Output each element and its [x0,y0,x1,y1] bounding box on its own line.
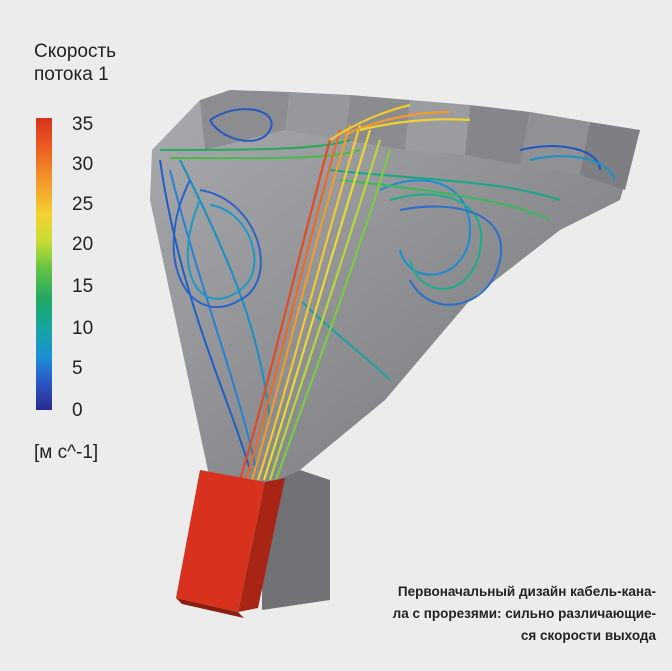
legend-title: Скорость потока 1 [34,40,116,86]
legend-title-line2: потока 1 [34,64,109,85]
legend-tick: 30 [72,154,94,175]
caption-line: ла с прорезями: сильно различающие- [392,606,656,621]
legend-title-line1: Скорость [34,41,117,62]
figure-caption: Первоначальный дизайн кабель-кана- ла с … [296,581,656,647]
legend-tick: 10 [72,318,94,339]
legend-tick: 15 [72,276,94,297]
caption-line: Первоначальный дизайн кабель-кана- [397,584,656,599]
legend-tick: 35 [72,114,94,135]
high-velocity-streamlines [238,103,471,481]
legend-unit: [м с^-1] [34,442,99,463]
legend-tick: 25 [72,194,94,215]
velocity-colorbar [36,118,52,410]
legend-tick: 20 [72,234,94,255]
legend-tick: 0 [72,400,83,421]
legend-tick: 5 [72,358,83,379]
inlet-pipe [176,470,285,618]
mid-velocity-streamlines [159,139,561,381]
duct-body [150,90,640,610]
caption-line: ся скорости выхода [520,628,656,643]
low-velocity-streamlines [159,108,616,471]
